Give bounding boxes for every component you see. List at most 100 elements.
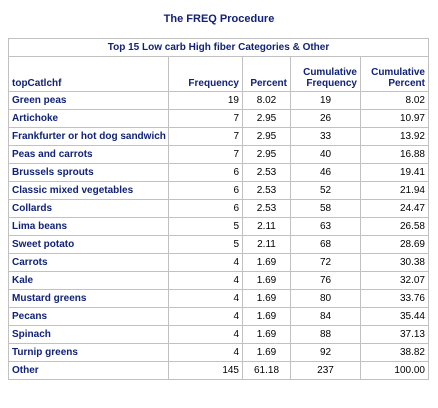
row-frequency: 5 [168, 235, 243, 254]
row-frequency: 19 [168, 91, 243, 110]
row-category: Peas and carrots [8, 145, 169, 164]
row-percent: 2.53 [242, 199, 291, 218]
table-row: Sweet potato 5 2.11 68 28.69 [8, 235, 429, 254]
table-row: Turnip greens 4 1.69 92 38.82 [8, 343, 429, 362]
row-frequency: 4 [168, 253, 243, 272]
row-percent: 61.18 [242, 361, 291, 380]
row-percent: 1.69 [242, 325, 291, 344]
row-category: Classic mixed vegetables [8, 181, 169, 200]
row-cumulative-frequency: 88 [290, 325, 361, 344]
row-cumulative-percent: 32.07 [360, 271, 429, 290]
table-caption: Top 15 Low carb High fiber Categories & … [8, 38, 429, 57]
column-header-cumulative-percent: Cumulative Percent [360, 56, 429, 92]
procedure-title: The FREQ Procedure [163, 13, 275, 25]
row-cumulative-frequency: 63 [290, 217, 361, 236]
row-cumulative-percent: 13.92 [360, 127, 429, 146]
row-percent: 2.95 [242, 145, 291, 164]
row-category: Collards [8, 199, 169, 218]
row-cumulative-frequency: 52 [290, 181, 361, 200]
row-frequency: 4 [168, 325, 243, 344]
row-cumulative-frequency: 80 [290, 289, 361, 308]
row-percent: 1.69 [242, 307, 291, 326]
row-percent: 2.53 [242, 181, 291, 200]
row-category: Sweet potato [8, 235, 169, 254]
row-frequency: 6 [168, 163, 243, 182]
row-category: Brussels sprouts [8, 163, 169, 182]
row-category: Mustard greens [8, 289, 169, 308]
column-header-category: topCatlchf [8, 56, 169, 92]
row-frequency: 5 [168, 217, 243, 236]
row-cumulative-frequency: 72 [290, 253, 361, 272]
row-percent: 2.95 [242, 109, 291, 128]
row-category: Pecans [8, 307, 169, 326]
row-cumulative-frequency: 76 [290, 271, 361, 290]
table-row: Spinach 4 1.69 88 37.13 [8, 325, 429, 344]
row-cumulative-frequency: 237 [290, 361, 361, 380]
row-cumulative-frequency: 19 [290, 91, 361, 110]
table-row: Peas and carrots 7 2.95 40 16.88 [8, 145, 429, 164]
row-cumulative-percent: 38.82 [360, 343, 429, 362]
table-row: Mustard greens 4 1.69 80 33.76 [8, 289, 429, 308]
row-frequency: 145 [168, 361, 243, 380]
row-category: Kale [8, 271, 169, 290]
column-header-percent: Percent [242, 56, 291, 92]
row-cumulative-frequency: 68 [290, 235, 361, 254]
row-percent: 1.69 [242, 253, 291, 272]
cum-percent-line1: Cumulative [371, 67, 425, 78]
table-row: Carrots 4 1.69 72 30.38 [8, 253, 429, 272]
row-percent: 2.95 [242, 127, 291, 146]
row-cumulative-percent: 33.76 [360, 289, 429, 308]
row-cumulative-frequency: 92 [290, 343, 361, 362]
table-row: Lima beans 5 2.11 63 26.58 [8, 217, 429, 236]
row-cumulative-percent: 28.69 [360, 235, 429, 254]
row-category: Spinach [8, 325, 169, 344]
cum-frequency-line1: Cumulative [303, 67, 357, 78]
row-cumulative-percent: 21.94 [360, 181, 429, 200]
row-percent: 2.11 [242, 235, 291, 254]
row-percent: 1.69 [242, 343, 291, 362]
row-percent: 1.69 [242, 271, 291, 290]
row-cumulative-frequency: 26 [290, 109, 361, 128]
row-category: Carrots [8, 253, 169, 272]
row-percent: 1.69 [242, 289, 291, 308]
row-cumulative-frequency: 84 [290, 307, 361, 326]
table-body: Green peas 19 8.02 19 8.02 Artichoke 7 2.95 26 10… [8, 91, 429, 380]
row-cumulative-percent: 10.97 [360, 109, 429, 128]
row-cumulative-frequency: 33 [290, 127, 361, 146]
row-percent: 2.11 [242, 217, 291, 236]
row-cumulative-frequency: 46 [290, 163, 361, 182]
row-frequency: 4 [168, 271, 243, 290]
row-cumulative-percent: 26.58 [360, 217, 429, 236]
row-cumulative-frequency: 40 [290, 145, 361, 164]
row-cumulative-frequency: 58 [290, 199, 361, 218]
table-row: Other 145 61.18 237 100.00 [8, 361, 429, 380]
table-row: Green peas 19 8.02 19 8.02 [8, 91, 429, 110]
row-category: Artichoke [8, 109, 169, 128]
table-row: Kale 4 1.69 76 32.07 [8, 271, 429, 290]
row-category: Frankfurter or hot dog sandwich [8, 127, 169, 146]
row-cumulative-percent: 24.47 [360, 199, 429, 218]
table-row: Frankfurter or hot dog sandwich 7 2.95 33 13… [8, 127, 429, 146]
row-frequency: 6 [168, 181, 243, 200]
row-cumulative-percent: 37.13 [360, 325, 429, 344]
row-category: Lima beans [8, 217, 169, 236]
row-frequency: 7 [168, 109, 243, 128]
row-category: Turnip greens [8, 343, 169, 362]
row-cumulative-percent: 35.44 [360, 307, 429, 326]
cum-percent-line2: Percent [388, 78, 425, 89]
row-cumulative-percent: 8.02 [360, 91, 429, 110]
row-frequency: 7 [168, 127, 243, 146]
column-header-cumulative-frequency: Cumulative Frequency [290, 56, 361, 92]
row-cumulative-percent: 100.00 [360, 361, 429, 380]
row-percent: 2.53 [242, 163, 291, 182]
row-category: Other [8, 361, 169, 380]
row-frequency: 4 [168, 307, 243, 326]
row-cumulative-percent: 16.88 [360, 145, 429, 164]
column-header-frequency: Frequency [168, 56, 243, 92]
row-frequency: 4 [168, 289, 243, 308]
row-frequency: 7 [168, 145, 243, 164]
table-row: Collards 6 2.53 58 24.47 [8, 199, 429, 218]
row-category: Green peas [8, 91, 169, 110]
column-header-row: topCatlchf Frequency Percent Cumulative F… [8, 56, 429, 92]
table-row: Artichoke 7 2.95 26 10.97 [8, 109, 429, 128]
